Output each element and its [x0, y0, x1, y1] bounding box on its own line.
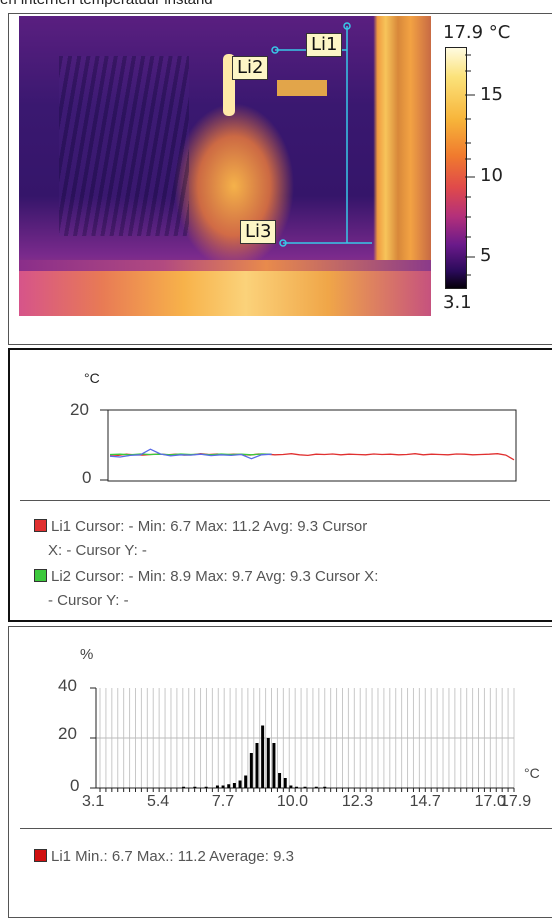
profile-legend-li2-cont: - Cursor Y: - — [48, 592, 129, 609]
scale-min-label: 3.1 — [443, 292, 472, 313]
ledge — [19, 260, 431, 274]
warm-floor — [19, 271, 431, 316]
hist-ytick-20: 20 — [58, 724, 77, 743]
hist-bar — [249, 753, 253, 788]
scale-tick-5: 5 — [480, 245, 492, 266]
hist-bar — [261, 725, 265, 788]
color-scale-ticks — [465, 54, 475, 276]
series-li3-line — [109, 448, 272, 460]
hist-xtick-label: 14.7 — [409, 793, 441, 810]
profile-legend-li1-cont: X: - Cursor Y: - — [48, 542, 147, 559]
hist-bar — [272, 743, 276, 788]
hist-bar — [232, 783, 236, 788]
scale-tick-15: 15 — [480, 84, 503, 105]
hist-bar — [323, 786, 327, 788]
hist-bar — [227, 784, 231, 788]
li3-label[interactable]: Li3 — [240, 220, 277, 244]
hist-bar — [204, 786, 208, 788]
histogram-plot — [90, 687, 515, 792]
hist-bar — [215, 785, 219, 788]
thermal-image — [19, 16, 431, 316]
li2-handle[interactable] — [271, 46, 279, 54]
hist-bar — [303, 786, 307, 788]
hist-bar — [266, 738, 270, 788]
hist-unit-y: % — [80, 646, 94, 663]
hist-legend-li1: Li1 Min.: 6.7 Max.: 11.2 Average: 9.3 — [34, 846, 294, 868]
hist-xtick-label: 10.0 — [276, 793, 309, 810]
hist-ytick-0: 0 — [70, 776, 80, 795]
hist-bar — [314, 786, 318, 788]
hist-xtick-label: 12.3 — [341, 793, 373, 810]
hist-bar — [255, 743, 259, 788]
li1-color-swatch — [34, 519, 47, 532]
hist-xtick-label: 3.1 — [82, 793, 105, 810]
profile-legend-divider — [20, 500, 550, 501]
hist-bar — [193, 786, 197, 788]
profile-ytick-0: 0 — [82, 468, 92, 487]
hist-xtick-label: 17.9 — [500, 793, 532, 810]
li2-color-swatch — [34, 569, 47, 582]
hist-bar — [182, 786, 186, 788]
scale-tick-10: 10 — [480, 165, 503, 186]
profile-legend-li2: Li2 Cursor: - Min: 8.9 Max: 9.7 Avg: 9.3… — [34, 566, 378, 588]
hist-unit-x: °C — [524, 765, 540, 781]
histogram-panel — [8, 626, 552, 918]
hist-bar — [238, 780, 242, 788]
li3-handle[interactable] — [279, 239, 287, 247]
profile-unit-label: °C — [84, 370, 100, 386]
warm-bar — [277, 80, 327, 96]
hist-legend-text: Li1 Min.: 6.7 Max.: 11.2 Average: 9.3 — [51, 848, 294, 865]
li2-legend-text: Li2 Cursor: - Min: 8.9 Max: 9.7 Avg: 9.3… — [51, 568, 379, 585]
hist-bar — [278, 773, 282, 788]
hist-li1-swatch — [34, 849, 47, 862]
hist-bar — [295, 786, 299, 788]
hist-bar — [221, 785, 225, 788]
header-text: en internen temperatuur instand — [0, 0, 213, 8]
profile-ytick-20: 20 — [70, 400, 89, 419]
li1-legend-text: Li1 Cursor: - Min: 6.7 Max: 11.2 Avg: 9.… — [51, 518, 368, 535]
hist-ytick-40: 40 — [58, 676, 77, 695]
profile-legend-li1: Li1 Cursor: - Min: 6.7 Max: 11.2 Avg: 9.… — [34, 516, 367, 538]
profile-chart-panel — [8, 348, 552, 622]
hist-xtick-label: 5.4 — [146, 793, 170, 810]
hist-xtick-label: 7.7 — [211, 793, 235, 810]
li2-label[interactable]: Li2 — [232, 56, 269, 80]
hist-bar — [289, 785, 293, 788]
hist-legend-divider — [20, 828, 552, 829]
li1-handle[interactable] — [343, 22, 351, 30]
profile-plot — [100, 409, 517, 482]
hist-bar — [283, 778, 287, 788]
color-scale-bar — [445, 47, 467, 289]
cold-region — [59, 56, 189, 236]
hist-bar — [244, 775, 248, 788]
scale-max-label: 17.9 °C — [443, 22, 511, 43]
hist-xtick-label: 17.0 — [474, 793, 506, 810]
li1-label[interactable]: Li1 — [306, 33, 343, 57]
